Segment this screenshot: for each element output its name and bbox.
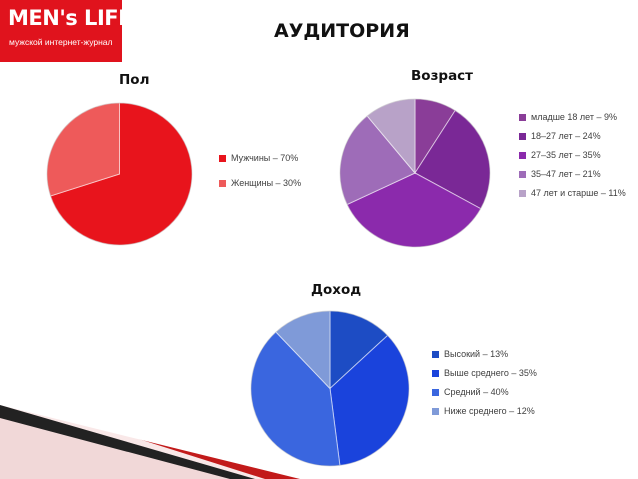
chart-title-income: Доход — [311, 282, 362, 298]
legend-swatch — [519, 171, 526, 178]
logo[interactable]: MEN's LIFE мужской интернет-журнал — [0, 0, 132, 62]
legend-swatch — [219, 180, 226, 187]
pie-chart-income — [250, 310, 410, 467]
pie-slice — [329, 334, 410, 466]
pie-slice — [366, 98, 416, 175]
legend-item: Мужчины – 70% — [219, 153, 301, 164]
legend-swatch — [519, 152, 526, 159]
pie-slice — [414, 109, 491, 210]
logo-title: MEN's LIFE — [8, 6, 132, 30]
legend-swatch — [432, 351, 439, 358]
legend-item: 18–27 лет – 24% — [519, 131, 629, 142]
pie-slice — [46, 102, 120, 197]
chart-title-age: Возраст — [411, 68, 474, 84]
legend-label: Средний – 40% — [444, 387, 509, 397]
logo-subtitle: мужской интернет-журнал — [9, 37, 113, 47]
page-title: АУДИТОРИЯ — [274, 20, 410, 42]
legend-item: 47 лет и старше – 11% — [519, 188, 629, 199]
pie-slice — [250, 331, 341, 467]
legend-swatch — [519, 190, 526, 197]
legend-item: 27–35 лет – 35% — [519, 150, 629, 161]
pie-outline — [339, 98, 491, 248]
legend-swatch — [519, 114, 526, 121]
pie-slice — [275, 310, 331, 390]
legend-label: Ниже среднего – 12% — [444, 406, 535, 416]
legend-label: Выше среднего – 35% — [444, 368, 537, 378]
legend-item: Средний – 40% — [432, 387, 537, 398]
pie-chart-age — [339, 98, 491, 248]
legend-item: Выше среднего – 35% — [432, 368, 537, 379]
legend-income: Высокий – 13% Выше среднего – 35% Средний … — [432, 349, 537, 425]
legend-swatch — [519, 133, 526, 140]
chart-title-gender: Пол — [119, 72, 150, 88]
legend-label: 27–35 лет – 35% — [531, 150, 601, 160]
legend-label: Мужчины – 70% — [231, 153, 299, 163]
legend-label: младше 18 лет – 9% — [531, 112, 618, 122]
legend-item: младше 18 лет – 9% — [519, 112, 629, 123]
legend-item: 35–47 лет – 21% — [519, 169, 629, 180]
legend-label: 35–47 лет – 21% — [531, 169, 601, 179]
pie-slice — [329, 310, 389, 390]
swoosh-light — [0, 418, 230, 479]
legend-label: 47 лет и старше – 11% — [531, 188, 626, 198]
pie-outline — [250, 310, 410, 467]
legend-label: 18–27 лет – 24% — [531, 131, 601, 141]
pie-outline — [46, 102, 193, 246]
pie-chart-gender — [46, 102, 193, 246]
legend-label: Женщины – 30% — [231, 178, 302, 188]
legend-swatch — [219, 155, 226, 162]
legend-item: Ниже среднего – 12% — [432, 406, 537, 417]
legend-item: Женщины – 30% — [219, 178, 301, 189]
legend-swatch — [432, 408, 439, 415]
legend-item: Высокий – 13% — [432, 349, 537, 360]
pie-slice — [346, 172, 482, 248]
legend-gender: Мужчины – 70% Женщины – 30% — [219, 153, 301, 203]
pie-slice — [49, 102, 193, 246]
legend-label: Высокий – 13% — [444, 349, 509, 359]
legend-swatch — [432, 370, 439, 377]
legend-age: младше 18 лет – 9% 18–27 лет – 24% 27–35 л… — [519, 112, 629, 207]
pie-slice — [339, 115, 416, 206]
legend-swatch — [432, 389, 439, 396]
